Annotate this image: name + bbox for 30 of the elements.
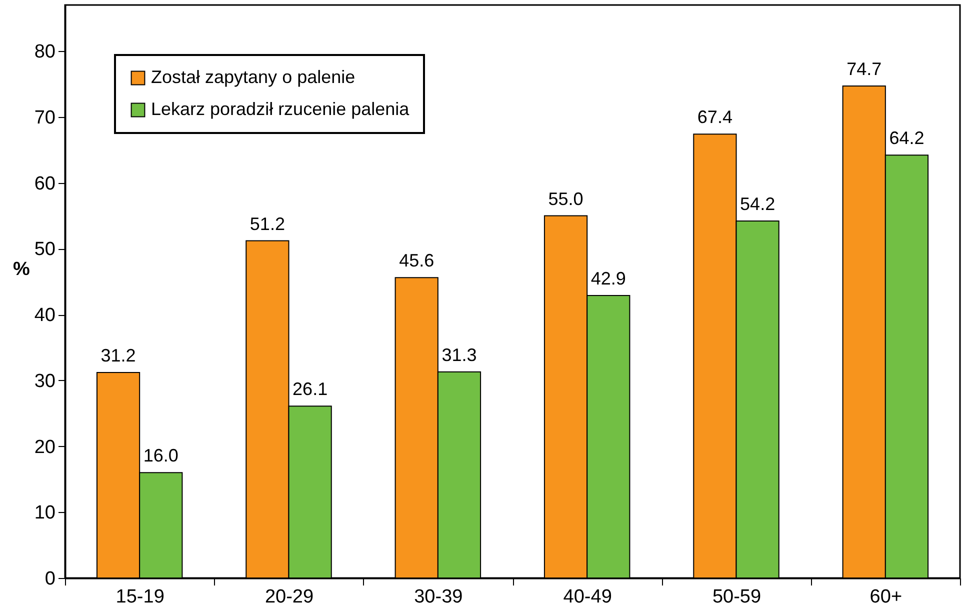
data-label: 51.2 (250, 214, 285, 234)
data-label: 26.1 (292, 379, 328, 400)
x-tick-label: 40-49 (563, 586, 612, 608)
data-label: 45.6 (399, 250, 434, 271)
y-axis-title: % (13, 259, 30, 280)
x-tick-label: 60+ (870, 586, 902, 608)
data-label: 42.9 (590, 268, 626, 288)
data-label: 74.7 (846, 59, 882, 80)
data-label: 64.2 (889, 128, 924, 148)
x-tick-label: 30-39 (414, 586, 463, 608)
y-tick-label: 40 (34, 305, 56, 326)
legend-label: Został zapytany o palenie (151, 67, 356, 87)
data-label: 16.0 (143, 446, 178, 466)
x-tick-label: 15-19 (116, 586, 164, 608)
data-label: 31.2 (100, 346, 136, 366)
y-tick-label: 20 (34, 436, 56, 458)
data-label: 55.0 (548, 188, 584, 209)
y-tick-label: 0 (44, 568, 56, 590)
data-label: 67.4 (697, 107, 732, 128)
data-label: 54.2 (740, 194, 776, 214)
y-tick-label: 50 (34, 239, 56, 260)
legend-label: Lekarz poradził rzucenie palenia (151, 99, 410, 119)
y-tick-label: 30 (34, 370, 56, 392)
data-label: 31.3 (442, 344, 477, 365)
x-tick-label: 50-59 (712, 586, 762, 608)
y-tick-label: 60 (34, 173, 56, 194)
y-tick-label: 10 (34, 502, 56, 524)
x-tick-label: 20-29 (264, 586, 314, 608)
y-tick-label: 70 (34, 107, 56, 128)
y-tick-label: 80 (34, 42, 56, 63)
